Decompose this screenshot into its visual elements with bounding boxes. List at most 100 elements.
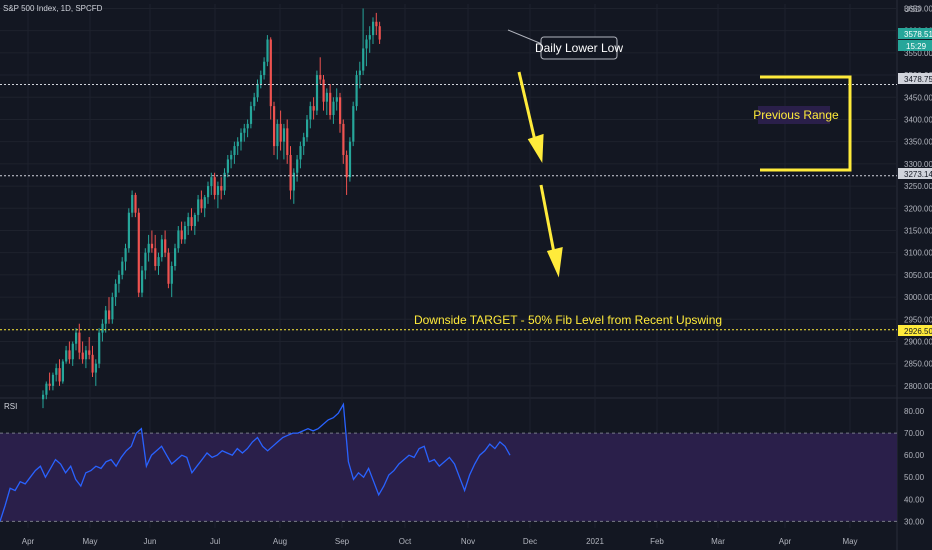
candle-body [68,350,71,360]
candle-body [164,239,167,253]
candle-body [200,199,203,209]
time-axis: Apr May Jun Jul Aug Sep Oct Nov Dec 2021 Feb Mar Apr… [22,537,858,546]
candle-body [282,128,286,142]
candle-body [279,123,282,142]
lower-line-value: 3273.14 [904,170,932,179]
rsi-tick-label: 70.00 [904,429,925,438]
candle-body [286,128,289,155]
rsi-tick-label: 30.00 [904,517,925,526]
time-tick-label: Feb [650,537,664,546]
candle-body [355,75,358,107]
candle-body [276,123,279,147]
time-tick-label: Jul [210,537,220,546]
countdown-value: 15:29 [906,42,927,51]
candle-body [226,159,229,173]
candle-body [190,217,193,227]
candle-body [78,332,81,353]
candle-body [223,172,226,191]
candle-body [240,132,243,142]
arrow-upper-head [527,133,544,163]
candle-body [306,119,309,138]
candle-body [348,141,352,178]
candle-body [368,35,371,40]
time-tick-label: Mar [711,537,725,546]
candle-body [319,75,322,80]
candle-body [141,270,144,293]
daily-lower-low-box [540,36,618,60]
candle-body [253,97,256,107]
candle-body [365,39,368,49]
candle-body [45,383,48,395]
candle-body [111,297,114,320]
candle-body [362,48,365,71]
candle-body [167,252,170,284]
candle-body [193,214,196,227]
candle-body [58,368,61,382]
last-price-value: 3578.51 [904,30,932,39]
candle-body [256,83,259,98]
candle-body [124,248,127,262]
candle-body [213,177,216,195]
candle-body [309,106,312,120]
candle-body [332,101,335,116]
candle-body [131,194,134,213]
candle-body [372,21,375,36]
candle-body [48,383,51,386]
annotation-arrows [517,71,852,278]
symbol-title: S&P 500 Index, 1D, SPCFD [3,4,103,13]
candle-body [160,239,163,258]
candle-body [98,332,101,364]
candle-body [216,186,220,195]
rsi-tick-label: 80.00 [904,407,925,416]
candle-body [187,217,190,227]
price-tick-label: 2900.00 [904,337,932,346]
candle-body [183,226,187,240]
rsi-line [0,402,511,522]
candle-body [104,310,107,324]
lower-line-tag [898,168,932,179]
price-tick-label: 2950.00 [904,315,932,324]
candle-body [259,75,262,84]
candle-body [84,350,88,360]
candle-body [55,368,58,375]
candle-body [220,186,223,191]
candle-body [246,123,249,129]
price-tick-label: 3250.00 [904,182,932,191]
candle-body [157,257,160,266]
candle-body [71,343,74,360]
time-tick-label: Apr [22,537,35,546]
candle-body [134,194,137,213]
candle-body [378,26,381,40]
price-tick-label: 2800.00 [904,382,932,391]
upper-line-tag [898,73,932,84]
price-tick-label: 3350.00 [904,138,932,147]
candle-body [345,154,348,178]
level-lines [0,83,897,331]
candle-body [117,274,121,284]
target-line-value: 2926.50 [904,327,932,336]
rsi-panel [0,402,897,522]
candle-body [249,106,253,124]
time-tick-label: Sep [335,537,350,546]
rsi-tick-label: 40.00 [904,495,925,504]
candle-body [170,266,173,284]
candle-body [339,97,342,124]
target-line-tag [898,325,932,336]
price-tick-label: 2850.00 [904,360,932,369]
candle-body [150,243,154,249]
candle-body [375,21,378,27]
candle-body [352,106,355,142]
arrow-lower [539,184,557,259]
price-tick-label: 3150.00 [904,226,932,235]
downside-target-label: Downside TARGET - 50% Fib Level from Rec… [414,313,722,327]
rsi-tick-label: 50.00 [904,473,925,482]
price-tick-label: 3050.00 [904,271,932,280]
candle-body [81,352,84,360]
price-tick-label: 3200.00 [904,204,932,213]
candle-body [312,106,315,111]
candle-body [315,75,319,111]
previous-range-bracket [760,75,852,172]
candle-body [243,128,246,133]
price-tick-label: 3000.00 [904,293,932,302]
candle-body [114,283,117,298]
